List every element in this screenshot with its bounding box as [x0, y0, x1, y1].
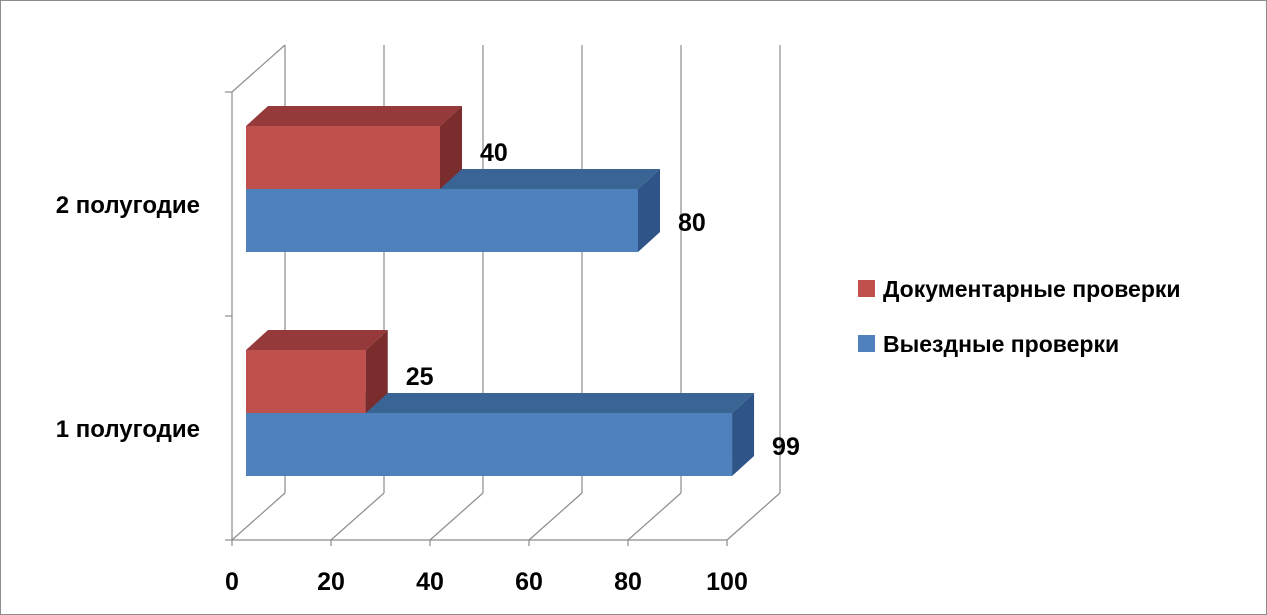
floor-gridline [528, 492, 583, 541]
side-wall-top-edge [231, 44, 286, 93]
bar-side [365, 330, 388, 413]
value-labels: 99 25 80 40 [406, 139, 800, 461]
bar-front [246, 350, 366, 413]
x-axis-ticks: 0 20 40 60 80 100 [225, 568, 748, 596]
data-label: 99 [772, 433, 800, 461]
data-label: 25 [406, 363, 434, 391]
legend-label: Документарные проверки [883, 276, 1181, 302]
bar-top [246, 106, 462, 126]
legend-label: Выездные проверки [883, 331, 1119, 357]
category-label: 2 полугодие [56, 192, 200, 219]
chart-bars [246, 106, 755, 476]
category-labels: 1 полугодие 2 полугодие [56, 192, 200, 443]
floor-gridline [231, 492, 286, 541]
floor-gridline [726, 492, 781, 541]
x-tick-label: 40 [416, 568, 444, 596]
floor-gridline [429, 492, 484, 541]
floor-gridline [627, 492, 682, 541]
legend-swatch [858, 280, 875, 297]
legend-swatch [858, 335, 875, 352]
bar-front [246, 413, 733, 476]
x-tick-label: 60 [515, 568, 543, 596]
legend: Документарные проверки Выездные проверки [858, 276, 1181, 357]
x-tick-label: 0 [225, 568, 239, 596]
x-tick-label: 80 [614, 568, 642, 596]
bar-side [732, 393, 755, 476]
category-label: 1 полугодие [56, 416, 200, 443]
bar-front [246, 189, 638, 252]
floor-gridline [330, 492, 385, 541]
x-tick-label: 20 [317, 568, 345, 596]
bar-top [246, 330, 388, 350]
bar-front [246, 126, 440, 189]
bar-side [638, 169, 660, 252]
bar-side [440, 106, 462, 189]
data-label: 40 [480, 139, 508, 167]
x-tick-label: 100 [706, 568, 748, 596]
data-label: 80 [678, 209, 706, 237]
